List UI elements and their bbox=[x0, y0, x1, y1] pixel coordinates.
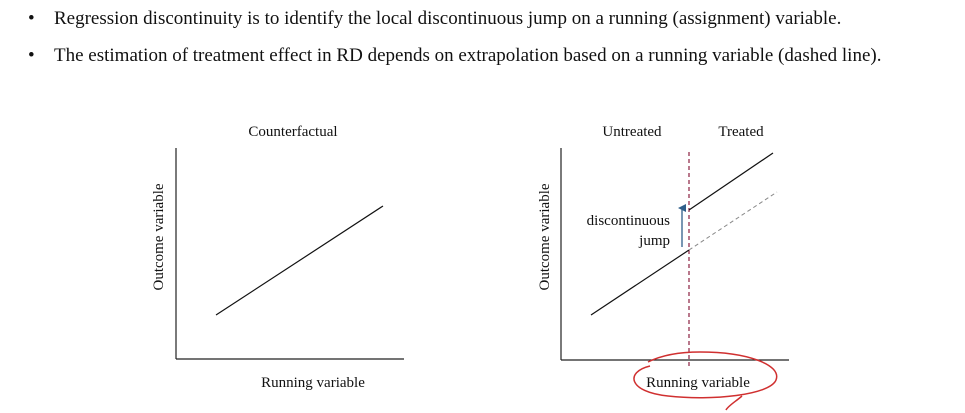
right-y-axis-label: Outcome variable bbox=[537, 183, 553, 290]
right-diagram: Untreated Treated discontinuous jump Out… bbox=[537, 124, 789, 411]
treated-regression-line bbox=[688, 152, 774, 211]
bullet-marker: • bbox=[28, 8, 35, 29]
extrapolation-dashed-line bbox=[688, 191, 778, 251]
region-label-treated: Treated bbox=[718, 124, 764, 140]
bullet-marker: • bbox=[28, 45, 35, 66]
jump-label-line1: discontinuous bbox=[587, 213, 670, 229]
left-x-axis-label: Running variable bbox=[261, 375, 365, 391]
left-regression-line bbox=[215, 205, 384, 316]
jump-label-line2: jump bbox=[638, 233, 670, 249]
region-label-untreated: Untreated bbox=[602, 124, 662, 140]
bullet-item: • The estimation of treatment effect in … bbox=[26, 45, 881, 67]
left-diagram: Counterfactual Outcome variable Running … bbox=[151, 124, 404, 391]
bullet-list: • Regression discontinuity is to identif… bbox=[26, 8, 881, 82]
right-x-axis-label: Running variable bbox=[646, 375, 750, 391]
untreated-regression-line bbox=[590, 249, 690, 316]
left-y-axis-label: Outcome variable bbox=[151, 183, 167, 290]
bullet-item: • Regression discontinuity is to identif… bbox=[26, 8, 881, 30]
bullet-text: Regression discontinuity is to identify … bbox=[54, 8, 842, 29]
annotation-circle bbox=[633, 351, 778, 399]
left-diagram-title: Counterfactual bbox=[248, 124, 337, 140]
bullet-text: The estimation of treatment effect in RD… bbox=[54, 45, 882, 66]
annotation-circle-tail bbox=[725, 395, 743, 411]
